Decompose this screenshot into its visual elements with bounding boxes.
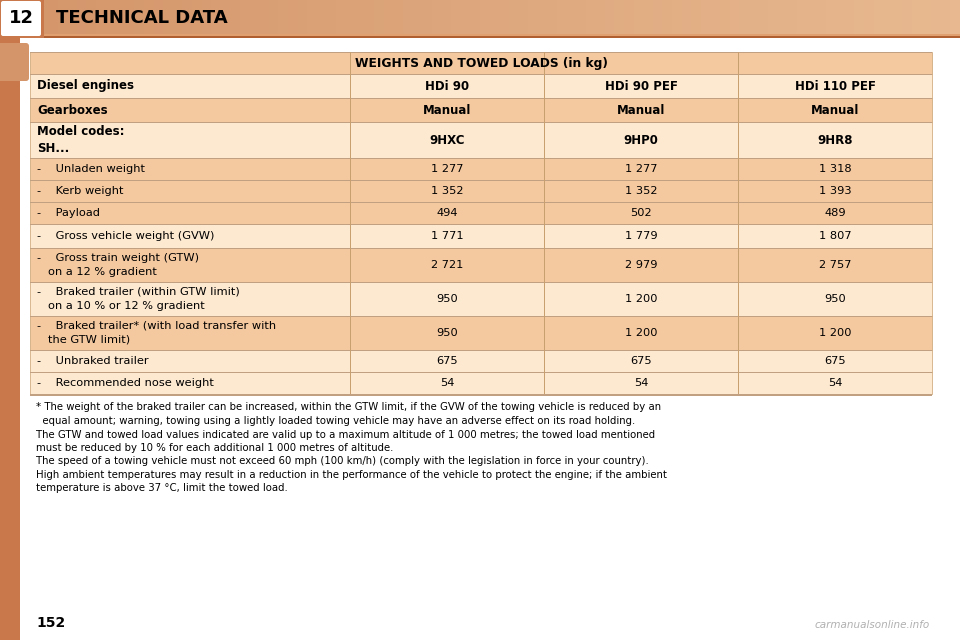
- Bar: [30, 158, 932, 159]
- Text: on a 10 % or 12 % gradient: on a 10 % or 12 % gradient: [48, 301, 204, 311]
- Bar: [30, 158, 932, 180]
- Bar: [0, 38, 20, 640]
- Bar: [30, 316, 932, 350]
- Text: 9HR8: 9HR8: [817, 134, 852, 147]
- Bar: [30, 350, 932, 372]
- Text: 12: 12: [9, 9, 34, 27]
- Text: Manual: Manual: [617, 104, 665, 116]
- Bar: [30, 282, 932, 316]
- Bar: [30, 202, 932, 224]
- Text: 675: 675: [437, 356, 458, 366]
- Bar: [30, 180, 932, 202]
- Text: -    Unladen weight: - Unladen weight: [37, 164, 145, 174]
- Text: 1 393: 1 393: [819, 186, 852, 196]
- Text: 1 779: 1 779: [625, 231, 658, 241]
- FancyBboxPatch shape: [0, 43, 29, 81]
- Text: 675: 675: [631, 356, 652, 366]
- Bar: [30, 316, 932, 317]
- Bar: [30, 248, 932, 249]
- Text: -    Kerb weight: - Kerb weight: [37, 186, 124, 196]
- Text: 54: 54: [440, 378, 454, 388]
- Text: -    Payload: - Payload: [37, 208, 100, 218]
- Bar: [30, 224, 932, 248]
- Bar: [30, 122, 932, 158]
- Text: carmanualsonline.info: carmanualsonline.info: [815, 620, 930, 630]
- Text: Gearboxes: Gearboxes: [37, 104, 108, 116]
- Text: 494: 494: [437, 208, 458, 218]
- Bar: [30, 372, 932, 394]
- Text: 675: 675: [825, 356, 846, 366]
- Text: Model codes:
SH...: Model codes: SH...: [37, 125, 125, 155]
- Text: 1 318: 1 318: [819, 164, 852, 174]
- Text: 1 352: 1 352: [625, 186, 658, 196]
- Text: * The weight of the braked trailer can be increased, within the GTW limit, if th: * The weight of the braked trailer can b…: [36, 402, 661, 426]
- Text: 1 277: 1 277: [625, 164, 658, 174]
- Bar: [0, 0, 44, 38]
- Bar: [30, 248, 932, 282]
- Text: 1 200: 1 200: [819, 328, 852, 338]
- Bar: [30, 224, 932, 225]
- Text: 9HXC: 9HXC: [429, 134, 465, 147]
- Text: 502: 502: [631, 208, 652, 218]
- Bar: [30, 52, 932, 53]
- Text: the GTW limit): the GTW limit): [48, 335, 131, 345]
- Bar: [0, 34, 960, 35]
- Text: 2 721: 2 721: [431, 260, 464, 270]
- Text: on a 12 % gradient: on a 12 % gradient: [48, 267, 156, 277]
- Text: -    Gross vehicle weight (GVW): - Gross vehicle weight (GVW): [37, 231, 214, 241]
- Bar: [30, 122, 932, 123]
- Text: 950: 950: [436, 328, 458, 338]
- Text: 2 979: 2 979: [625, 260, 658, 270]
- Bar: [30, 52, 932, 74]
- FancyBboxPatch shape: [1, 1, 41, 36]
- Bar: [30, 74, 932, 98]
- Text: -    Gross train weight (GTW): - Gross train weight (GTW): [37, 253, 199, 263]
- Text: 1 771: 1 771: [431, 231, 464, 241]
- Text: 1 200: 1 200: [625, 328, 658, 338]
- Text: 152: 152: [36, 616, 65, 630]
- Text: 9HP0: 9HP0: [624, 134, 659, 147]
- Text: 950: 950: [436, 294, 458, 304]
- Text: 1 200: 1 200: [625, 294, 658, 304]
- Bar: [30, 394, 932, 395]
- Bar: [30, 98, 932, 99]
- Text: 1 352: 1 352: [431, 186, 464, 196]
- Text: HDi 90: HDi 90: [425, 79, 469, 93]
- Text: HDi 90 PEF: HDi 90 PEF: [605, 79, 678, 93]
- Text: WEIGHTS AND TOWED LOADS (in kg): WEIGHTS AND TOWED LOADS (in kg): [354, 56, 608, 70]
- Text: -    Unbraked trailer: - Unbraked trailer: [37, 356, 149, 366]
- Text: 1 277: 1 277: [431, 164, 464, 174]
- Text: Manual: Manual: [811, 104, 859, 116]
- Text: 54: 54: [828, 378, 842, 388]
- Bar: [30, 98, 932, 122]
- Text: 950: 950: [824, 294, 846, 304]
- Text: 2 757: 2 757: [819, 260, 852, 270]
- Bar: [30, 350, 932, 351]
- Text: -    Braked trailer* (with load transfer with: - Braked trailer* (with load transfer wi…: [37, 321, 276, 331]
- Text: Diesel engines: Diesel engines: [37, 79, 134, 93]
- Bar: [30, 202, 932, 203]
- Bar: [30, 394, 932, 396]
- Text: 54: 54: [634, 378, 648, 388]
- Bar: [30, 74, 932, 75]
- Bar: [0, 35, 960, 38]
- Text: Manual: Manual: [423, 104, 471, 116]
- Text: -    Recommended nose weight: - Recommended nose weight: [37, 378, 214, 388]
- Text: 1 807: 1 807: [819, 231, 852, 241]
- Text: -    Braked trailer (within GTW limit): - Braked trailer (within GTW limit): [37, 287, 240, 297]
- Text: 489: 489: [825, 208, 846, 218]
- Text: TECHNICAL DATA: TECHNICAL DATA: [56, 9, 228, 27]
- Bar: [30, 282, 932, 283]
- Text: HDi 110 PEF: HDi 110 PEF: [795, 79, 876, 93]
- Text: The GTW and towed load values indicated are valid up to a maximum altitude of 1 : The GTW and towed load values indicated …: [36, 430, 667, 493]
